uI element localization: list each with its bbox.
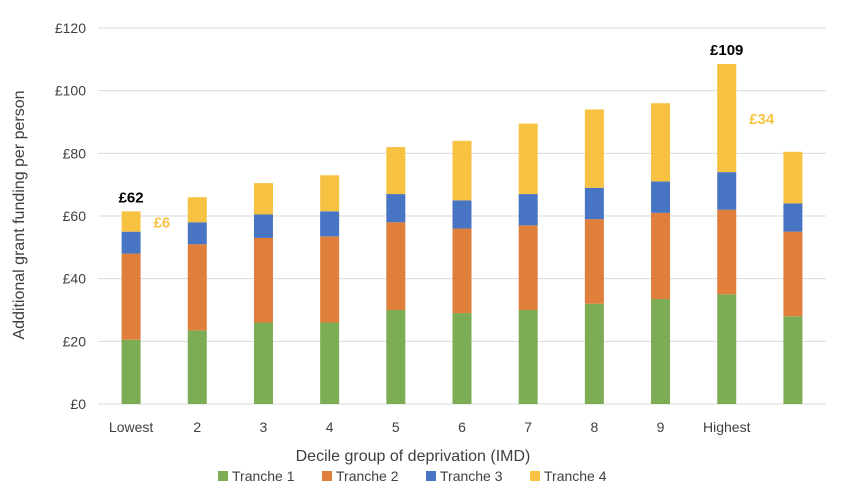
bar-stack [717,64,737,404]
bar-stack [253,183,273,404]
bar-segment-tranche-4 [783,151,803,204]
bar-stack [452,140,472,404]
bar-stack [783,151,803,404]
legend-label: Tranche 4 [544,468,607,484]
legend-item: Tranche 1 [218,468,295,484]
bar-segment-tranche-2 [452,228,472,314]
y-tick-label: £60 [63,208,87,224]
bar-segment-tranche-3 [121,231,141,254]
y-axis-ticks: £0 £20 £40 £60 £80 £100 £120 [55,20,86,412]
bar-segment-tranche-2 [121,253,141,340]
x-tick-label: 4 [326,419,334,435]
bar-segment-tranche-2 [651,212,671,300]
x-tick-label: 9 [657,419,665,435]
bar-segment-tranche-4 [651,103,671,182]
legend-swatch [322,471,332,481]
bar-segment-tranche-3 [253,214,273,238]
bar-segment-tranche-1 [121,339,141,404]
tranche-4-annotation: £34 [749,111,775,128]
x-tick-label: 6 [458,419,466,435]
x-tick-label: Highest [703,419,751,435]
bar-segment-tranche-1 [253,322,273,404]
bar-segment-tranche-4 [452,140,472,201]
x-tick-label: 8 [590,419,598,435]
bar-segment-tranche-3 [386,194,406,223]
y-tick-label: £40 [63,271,87,287]
bar-segment-tranche-4 [717,64,737,173]
legend-label: Tranche 2 [336,468,399,484]
legend-label: Tranche 1 [232,468,295,484]
bar-stack [121,211,141,404]
legend-swatch [426,471,436,481]
bar-stack [584,109,604,404]
bar-segment-tranche-3 [651,181,671,213]
bar-segment-tranche-1 [651,299,671,404]
legend-label: Tranche 3 [440,468,503,484]
bar-segment-tranche-2 [187,244,207,331]
x-tick-label: 3 [260,419,268,435]
bar-segment-tranche-4 [584,109,604,188]
bar-segment-tranche-4 [187,197,207,223]
bar-segment-tranche-3 [452,200,472,229]
bar-segment-tranche-2 [320,236,340,323]
x-tick-label: 5 [392,419,400,435]
bar-segment-tranche-2 [584,219,604,304]
y-tick-label: £120 [55,20,86,36]
bar-segment-tranche-4 [518,123,538,195]
x-tick-label: 2 [193,419,201,435]
bar-segment-tranche-3 [584,187,604,220]
bar-segment-tranche-3 [320,211,340,237]
bar-segment-tranche-1 [783,316,803,404]
y-tick-label: £0 [70,396,86,412]
bar-segment-tranche-4 [320,175,340,212]
bar-stack [386,147,406,404]
bar-segment-tranche-2 [518,225,538,310]
legend-swatch [530,471,540,481]
bars [121,64,803,404]
bar-stack [651,103,671,404]
x-tick-label: 7 [524,419,532,435]
x-tick-label: Lowest [109,419,153,435]
bar-segment-tranche-2 [253,237,273,323]
bar-segment-tranche-4 [253,183,273,215]
bar-segment-tranche-3 [717,172,737,210]
bar-segment-tranche-3 [783,203,803,232]
total-annotation: £62 [119,189,144,206]
x-axis-title: Decile group of deprivation (IMD) [296,448,531,465]
legend-item: Tranche 3 [426,468,503,484]
y-tick-label: £20 [63,333,87,349]
bar-segment-tranche-4 [386,147,406,195]
x-axis-ticks: Lowest 2 3 4 5 6 7 8 9 Highest [109,419,751,435]
bar-segment-tranche-3 [187,222,207,245]
bar-stack [320,175,340,404]
bar-segment-tranche-1 [320,322,340,404]
legend: Tranche 1 Tranche 2 Tranche 3 Tranche 4 [218,468,607,484]
bar-stack [187,197,207,404]
bar-segment-tranche-1 [518,310,538,404]
bar-segment-tranche-4 [121,211,141,232]
bar-segment-tranche-1 [187,330,207,404]
bar-segment-tranche-2 [386,222,406,310]
legend-item: Tranche 4 [530,468,607,484]
bar-segment-tranche-1 [386,310,406,404]
total-annotation: £109 [710,42,743,59]
bar-segment-tranche-1 [717,294,737,404]
y-axis-title: Additional grant funding per person [11,90,28,339]
bar-segment-tranche-2 [783,231,803,317]
legend-swatch [218,471,228,481]
tranche-4-annotation: £6 [154,214,171,231]
bar-segment-tranche-3 [518,194,538,226]
bar-segment-tranche-1 [452,313,472,404]
bar-stack [518,123,538,404]
legend-item: Tranche 2 [322,468,399,484]
y-tick-label: £100 [55,83,86,99]
bar-segment-tranche-2 [717,209,737,295]
bar-segment-tranche-1 [584,303,604,404]
y-tick-label: £80 [63,145,87,161]
annotations: £62 £6 £109 £34 [119,42,775,231]
